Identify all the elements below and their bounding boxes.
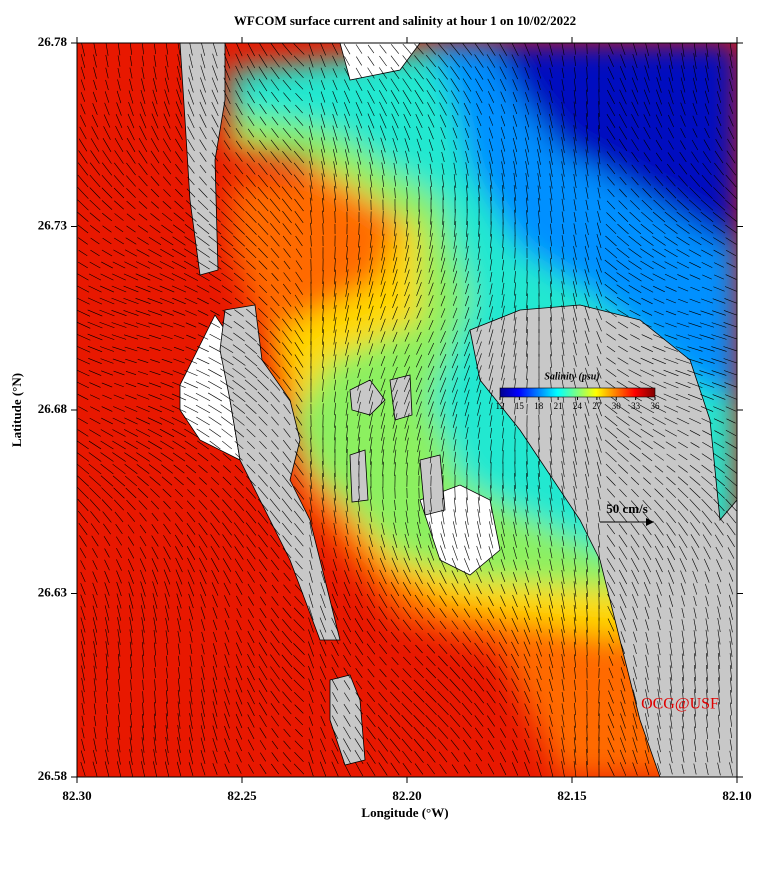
- x-tick-label: 82.10: [722, 788, 751, 803]
- y-tick-label: 26.63: [38, 584, 68, 599]
- credit: OCG@USF: [641, 696, 719, 713]
- x-tick-label: 82.30: [62, 788, 91, 803]
- x-tick-label: 82.15: [557, 788, 587, 803]
- colorbar-tick-label: 27: [592, 401, 602, 411]
- y-tick-label: 26.78: [38, 34, 68, 49]
- scale-arrow-label: 50 cm/s: [606, 501, 648, 516]
- colorbar-tick-label: 33: [631, 401, 641, 411]
- colorbar-tick-label: 15: [515, 401, 525, 411]
- x-tick-label: 82.25: [227, 788, 257, 803]
- y-tick-label: 26.68: [38, 401, 68, 416]
- x-axis-label: Longitude (°W): [361, 805, 448, 820]
- colorbar-tick-label: 36: [651, 401, 661, 411]
- chart-title: WFCOM surface current and salinity at ho…: [234, 13, 576, 28]
- colorbar-tick-label: 12: [496, 401, 505, 411]
- colorbar-label: Salinity (psu): [544, 371, 599, 382]
- colorbar-tick-label: 21: [554, 401, 563, 411]
- colorbar-tick-label: 30: [612, 401, 622, 411]
- y-tick-label: 26.73: [38, 217, 68, 232]
- y-tick-label: 26.58: [38, 768, 68, 783]
- y-axis-label: Latitude (°N): [9, 373, 24, 447]
- x-tick-label: 82.20: [392, 788, 421, 803]
- colorbar: [500, 388, 655, 397]
- colorbar-tick-label: 24: [573, 401, 583, 411]
- colorbar-tick-label: 18: [534, 401, 544, 411]
